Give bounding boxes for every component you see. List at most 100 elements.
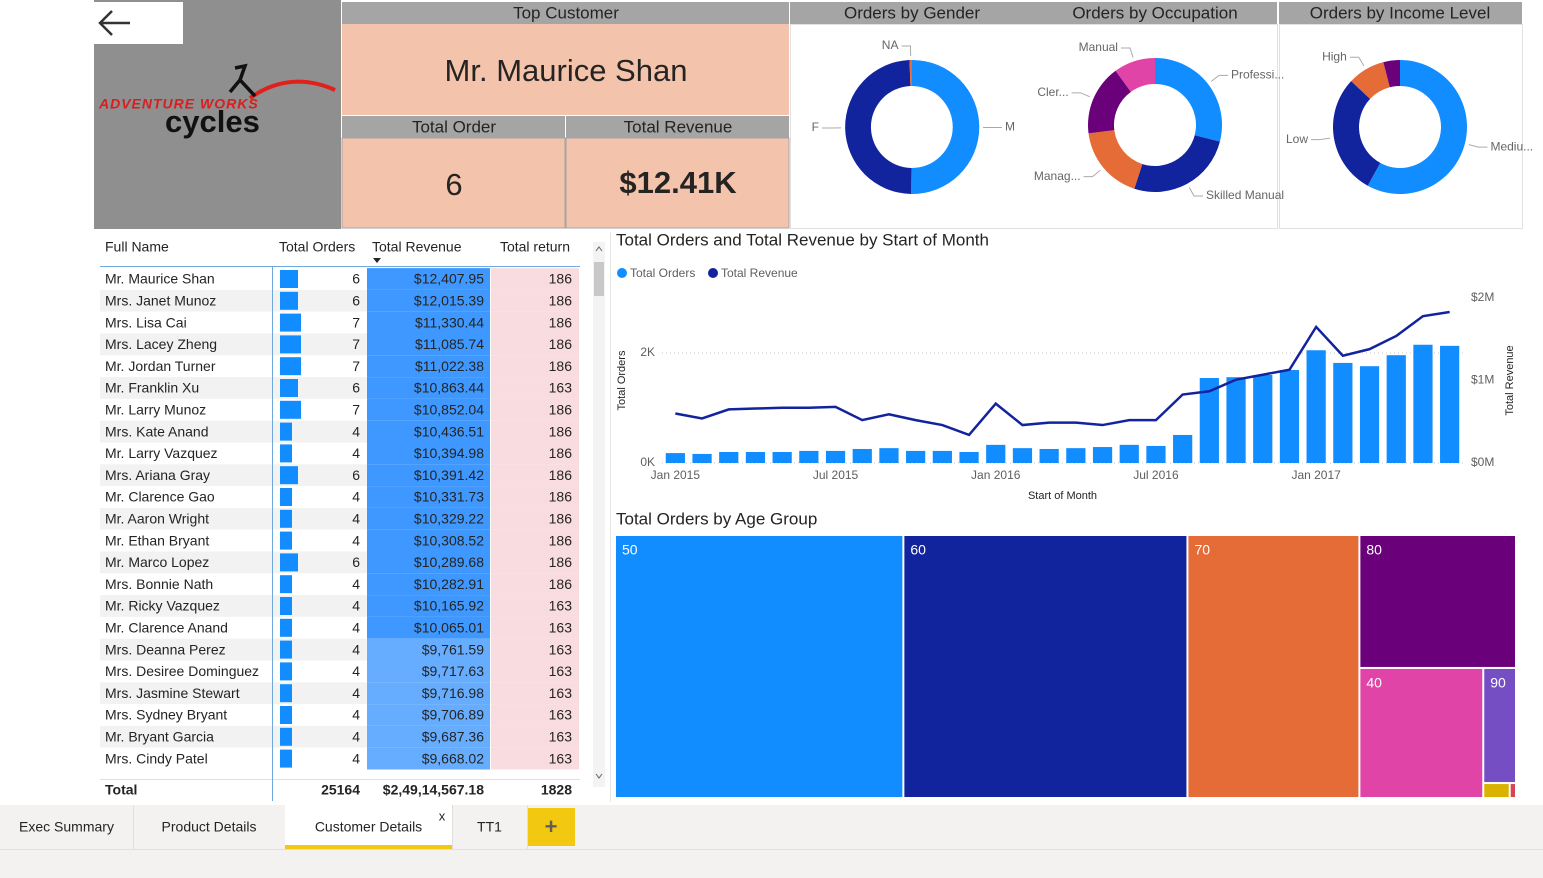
- cell-name[interactable]: Mrs. Janet Munoz: [105, 293, 216, 309]
- column-header[interactable]: Full Name: [105, 239, 169, 255]
- x-tick-label: Jan 2017: [1291, 468, 1341, 482]
- tab-active[interactable]: [285, 805, 452, 849]
- cell-orders: 4: [352, 423, 360, 439]
- cell-return: 186: [549, 576, 573, 592]
- cell-name[interactable]: Mrs. Kate Anand: [105, 423, 209, 439]
- card-value: Mr. Maurice Shan: [445, 53, 688, 88]
- cell-name[interactable]: Mrs. Bonnie Nath: [105, 576, 213, 592]
- cell-return: 186: [549, 554, 573, 570]
- cell-name[interactable]: Mrs. Sydney Bryant: [105, 707, 227, 723]
- bar: [1066, 448, 1086, 463]
- back-arrow[interactable]: [98, 10, 130, 36]
- revenue-cell: [367, 507, 490, 530]
- data-bar: [280, 531, 292, 550]
- cell-return: 163: [549, 707, 573, 723]
- cell-name[interactable]: Mr. Aaron Wright: [105, 511, 209, 527]
- cell-orders: 4: [352, 532, 360, 548]
- return-cell: [491, 420, 579, 443]
- cell-name[interactable]: Mr. Larry Munoz: [105, 402, 206, 418]
- bar: [852, 448, 872, 463]
- chart-title: Orders by Income Level: [1310, 3, 1490, 22]
- return-cell: [491, 638, 579, 661]
- donut-slice: [1351, 62, 1390, 99]
- revenue-cell: [367, 464, 490, 487]
- treemap-tile[interactable]: [1484, 668, 1515, 783]
- panel-header: [1279, 2, 1522, 24]
- row-band: [273, 573, 367, 596]
- add-page-label[interactable]: +: [545, 814, 558, 839]
- scroll-down[interactable]: [595, 773, 603, 779]
- legend-label[interactable]: Total Revenue: [721, 266, 798, 280]
- treemap-tile[interactable]: [904, 536, 1187, 797]
- row-band: [100, 573, 272, 596]
- cell-name[interactable]: Mr. Ricky Vazquez: [105, 598, 220, 614]
- tile-label: 90: [1490, 675, 1506, 691]
- cell-name[interactable]: Mrs. Jasmine Stewart: [105, 685, 240, 701]
- cell-name[interactable]: Mrs. Deanna Perez: [105, 641, 226, 657]
- scroll-up[interactable]: [595, 246, 603, 252]
- cell-name[interactable]: Mrs. Cindy Patel: [105, 750, 208, 766]
- tab[interactable]: Customer Details: [315, 819, 422, 835]
- cell-name[interactable]: Mr. Clarence Anand: [105, 620, 228, 636]
- cell-name[interactable]: Mr. Maurice Shan: [105, 271, 215, 287]
- tab[interactable]: TT1: [477, 819, 502, 835]
- treemap-tile[interactable]: [1360, 536, 1515, 667]
- sort-arrow[interactable]: [373, 258, 381, 263]
- treemap-tile[interactable]: [1510, 784, 1515, 797]
- bar: [986, 444, 1006, 463]
- add-page[interactable]: [528, 808, 575, 846]
- column-header[interactable]: Total return: [500, 239, 570, 255]
- treemap-tile[interactable]: [1484, 784, 1509, 797]
- bar: [1386, 355, 1406, 463]
- tab[interactable]: Product Details: [162, 819, 257, 835]
- data-bar: [280, 422, 292, 441]
- treemap-tile[interactable]: [1188, 536, 1359, 797]
- donut-slice: [845, 60, 912, 194]
- return-cell: [491, 333, 579, 356]
- y2-tick-label: $0M: [1471, 455, 1494, 469]
- cell-name[interactable]: Mr. Clarence Gao: [105, 489, 215, 505]
- cell-orders: 4: [352, 685, 360, 701]
- cell-return: 186: [549, 532, 573, 548]
- cell-name[interactable]: Mr. Ethan Bryant: [105, 532, 209, 548]
- data-bar: [280, 291, 298, 310]
- tab-close[interactable]: x: [439, 808, 446, 823]
- row-band: [100, 377, 272, 399]
- y2-axis-title: Total Revenue: [1504, 345, 1516, 415]
- legend-label[interactable]: Total Orders: [630, 266, 695, 280]
- cell-name[interactable]: Mr. Jordan Turner: [105, 358, 216, 374]
- cell-name[interactable]: Mr. Bryant Garcia: [105, 729, 214, 745]
- cell-name[interactable]: Mr. Franklin Xu: [105, 380, 199, 396]
- scrollbar[interactable]: [593, 242, 605, 787]
- cell-return: 163: [549, 380, 573, 396]
- cell-name[interactable]: Mr. Marco Lopez: [105, 554, 209, 570]
- column-header[interactable]: Total Revenue: [372, 239, 462, 255]
- card-title: Total Order: [412, 117, 496, 136]
- revenue-cell: [367, 725, 490, 748]
- cell-revenue: $9,668.02: [422, 750, 484, 766]
- bar: [932, 450, 952, 463]
- row-band: [100, 311, 272, 334]
- cell-orders: 4: [352, 750, 360, 766]
- card-value: $12.41K: [619, 165, 737, 200]
- cell-name[interactable]: Mrs. Desiree Dominguez: [105, 663, 259, 679]
- return-cell: [491, 442, 579, 465]
- cell-name[interactable]: Mr. Larry Vazquez: [105, 445, 218, 461]
- tab[interactable]: Exec Summary: [19, 819, 114, 835]
- bar: [879, 448, 899, 463]
- treemap-tile[interactable]: [616, 536, 903, 797]
- scroll-thumb[interactable]: [594, 262, 604, 296]
- cell-revenue: $9,716.98: [422, 685, 484, 701]
- cell-name[interactable]: Mrs. Ariana Gray: [105, 467, 210, 483]
- revenue-cell: [367, 638, 490, 661]
- cell-name[interactable]: Mrs. Lisa Cai: [105, 314, 187, 330]
- cell-return: 163: [549, 729, 573, 745]
- tile-label: 80: [1366, 542, 1382, 558]
- row-band: [100, 486, 272, 508]
- cell-revenue: $10,331.73: [414, 489, 484, 505]
- card-title: Top Customer: [513, 3, 619, 22]
- cell-name[interactable]: Mrs. Lacey Zheng: [105, 336, 217, 352]
- column-header[interactable]: Total Orders: [279, 239, 355, 255]
- treemap-tile[interactable]: [1360, 668, 1483, 797]
